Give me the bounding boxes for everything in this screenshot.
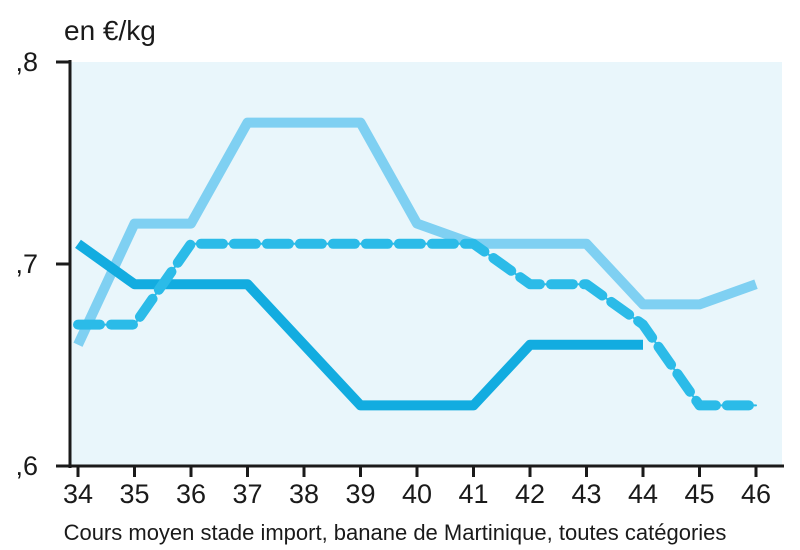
plot-background	[70, 62, 782, 466]
x-tick-label: 45	[684, 479, 714, 509]
unit-label: en €/kg	[64, 15, 156, 46]
x-tick-label: 36	[176, 479, 206, 509]
x-tick-label: 34	[63, 479, 93, 509]
y-tick-label: ,7	[15, 249, 38, 279]
series-line-1	[73, 117, 758, 347]
x-tick-label: 41	[458, 479, 488, 509]
series-layer	[73, 117, 761, 411]
y-ticks: ,6 ,7 ,8	[15, 47, 70, 481]
x-tick-label: 39	[345, 479, 375, 509]
series-line-3	[73, 238, 761, 411]
x-tick-label: 40	[402, 479, 432, 509]
series-line-2	[75, 239, 643, 411]
x-tick-label: 35	[119, 479, 149, 509]
y-tick-label: ,8	[15, 47, 38, 77]
chart-caption: Cours moyen stade import, banane de Mart…	[64, 520, 727, 545]
x-tick-label: 46	[741, 479, 771, 509]
y-tick-label: ,6	[15, 451, 38, 481]
x-tick-label: 44	[628, 479, 658, 509]
x-tick-label: 38	[289, 479, 319, 509]
x-tick-label: 43	[571, 479, 601, 509]
x-tick-label: 42	[515, 479, 545, 509]
x-ticks: 34 35 36 37 38 39 40 41 42 43 44 45 46	[63, 466, 771, 509]
x-tick-label: 37	[232, 479, 262, 509]
